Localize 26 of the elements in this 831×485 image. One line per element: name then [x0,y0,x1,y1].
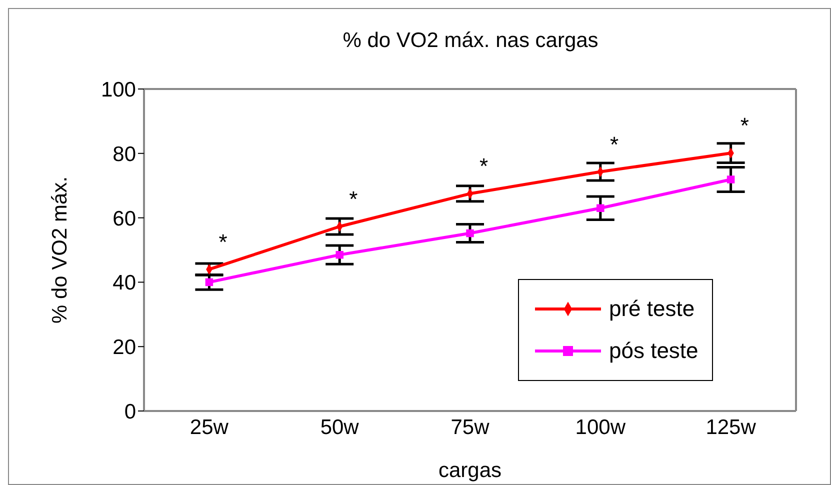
annotation: * [740,113,750,138]
point [205,278,214,286]
annotation: * [480,154,489,179]
x-tick-label: 125w [706,416,757,439]
legend-label: pré teste [609,295,695,323]
y-tick-label: 60 [112,207,136,230]
annotation: * [610,132,619,157]
y-tick-label: 20 [112,336,136,360]
point [336,250,344,259]
y-tick-label: 100 [100,78,136,102]
y-axis-title: % do VO2 máx. [48,176,72,324]
point [726,176,735,184]
annotation: * [349,186,358,212]
y-tick-label: 80 [112,142,136,166]
x-tick-label: 25w [190,416,230,439]
chart-title: % do VO2 máx. nas cargas [342,29,600,53]
point [596,204,604,212]
annotation: * [218,229,228,254]
x-tick-label: 75w [450,416,490,439]
y-tick-label: 0 [124,400,136,424]
x-axis-title: cargas [438,459,502,482]
y-tick-label: 40 [112,272,136,295]
x-tick-label: 50w [320,416,360,439]
x-tick-label: 100w [575,416,626,439]
legend-label: pós teste [609,337,698,365]
point [466,229,474,238]
